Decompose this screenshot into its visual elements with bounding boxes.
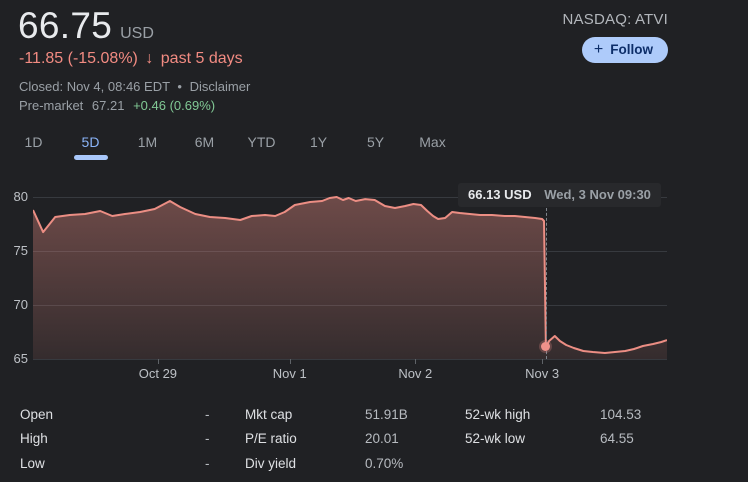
y-axis-label: 65 bbox=[13, 351, 28, 366]
stat-value: - bbox=[205, 455, 210, 471]
current-price: 66.75 bbox=[18, 5, 113, 46]
stat-label: 52-wk low bbox=[465, 431, 526, 447]
y-axis-label: 75 bbox=[13, 243, 28, 258]
tab-label: 1D bbox=[24, 134, 43, 150]
stat-row: Open - bbox=[20, 402, 245, 427]
key-stats-table: Open - High - Low - Mkt cap 51.91B P/E ratio 20.0… bbox=[20, 402, 720, 476]
x-axis-label: Nov 1 bbox=[272, 366, 307, 381]
area-fill bbox=[33, 197, 667, 359]
stat-row: Div yield 0.70% bbox=[245, 451, 465, 476]
follow-button[interactable]: + Follow bbox=[581, 37, 668, 63]
crosshair-dashed-line bbox=[545, 208, 547, 359]
stat-row: Low - bbox=[20, 451, 245, 476]
stat-label: High bbox=[20, 431, 48, 447]
price-change-row: -11.85 (-15.08%) ↓ past 5 days bbox=[19, 50, 243, 68]
active-tab-underline bbox=[73, 155, 108, 160]
time-range-tabs: 1D 5D 1M 6M YTD 1Y 5Y Max bbox=[5, 127, 461, 160]
stat-label: Mkt cap bbox=[245, 406, 293, 422]
stat-row: 52-wk high 104.53 bbox=[465, 402, 720, 427]
follow-button-label: Follow bbox=[610, 42, 653, 57]
stat-label: Open bbox=[20, 406, 54, 422]
tooltip-price: 66.13 USD bbox=[468, 187, 532, 202]
change-period: past 5 days bbox=[160, 50, 243, 67]
tab-5y[interactable]: 5Y bbox=[347, 127, 404, 160]
y-axis-label: 80 bbox=[13, 189, 28, 204]
stat-label: P/E ratio bbox=[245, 431, 297, 447]
stats-column: Open - High - Low - bbox=[20, 402, 245, 476]
x-axis-tick bbox=[157, 359, 159, 364]
tab-label: Max bbox=[419, 134, 446, 150]
exchange-ticker: NASDAQ: ATVI bbox=[562, 11, 668, 28]
stat-row: Mkt cap 51.91B bbox=[245, 402, 465, 427]
stat-label: 52-wk high bbox=[465, 406, 531, 422]
header-right-block: NASDAQ: ATVI + Follow bbox=[563, 11, 668, 63]
stat-value: 20.01 bbox=[365, 431, 399, 447]
tab-label: 1Y bbox=[309, 134, 328, 150]
x-axis-label: Oct 29 bbox=[138, 366, 178, 381]
y-axis-label: 70 bbox=[13, 297, 28, 312]
price-line-plot bbox=[33, 196, 667, 359]
arrow-down-icon: ↓ bbox=[145, 50, 154, 67]
gridline bbox=[33, 359, 667, 360]
tab-6m[interactable]: 6M bbox=[176, 127, 233, 160]
x-axis-tick bbox=[415, 359, 417, 364]
tab-label: YTD bbox=[247, 134, 276, 150]
stat-row: P/E ratio 20.01 bbox=[245, 427, 465, 452]
x-axis-tick bbox=[542, 359, 544, 364]
tab-ytd[interactable]: YTD bbox=[233, 127, 290, 160]
x-axis-label: Nov 3 bbox=[525, 366, 560, 381]
disclaimer-link[interactable]: Disclaimer bbox=[189, 79, 251, 94]
tab-5d[interactable]: 5D bbox=[62, 127, 119, 160]
price-change: -11.85 (-15.08%) bbox=[19, 50, 138, 67]
stat-value: 0.70% bbox=[365, 455, 404, 471]
stat-row: 52-wk low 64.55 bbox=[465, 427, 720, 452]
tab-label: 1M bbox=[137, 134, 158, 150]
stats-column: 52-wk high 104.53 52-wk low 64.55 bbox=[465, 402, 720, 476]
premarket-price: 67.21 bbox=[91, 98, 125, 113]
premarket-change: +0.46 (0.69%) bbox=[133, 98, 216, 113]
tab-max[interactable]: Max bbox=[404, 127, 461, 160]
stat-label: Low bbox=[20, 455, 45, 471]
market-status-row: Closed: Nov 4, 08:46 EDT • Disclaimer bbox=[19, 79, 250, 94]
market-status-text: Closed: Nov 4, 08:46 EDT bbox=[19, 79, 170, 94]
tab-label: 5Y bbox=[366, 134, 385, 150]
stat-value: - bbox=[205, 406, 210, 422]
tab-1y[interactable]: 1Y bbox=[290, 127, 347, 160]
stat-value: 104.53 bbox=[600, 406, 642, 422]
stat-label: Div yield bbox=[245, 455, 297, 471]
tab-label: 6M bbox=[194, 134, 215, 150]
currency-label: USD bbox=[120, 25, 154, 42]
price-line bbox=[33, 196, 667, 354]
chart-area[interactable]: 80 75 70 65 Oct 29 Nov 1 Nov 2 Nov 3 66.13 USD … bbox=[0, 180, 748, 395]
stats-column: Mkt cap 51.91B P/E ratio 20.01 Div yield 0.70… bbox=[245, 402, 465, 476]
x-axis-tick bbox=[289, 359, 291, 364]
chart-tooltip: 66.13 USD Wed, 3 Nov 09:30 bbox=[458, 183, 661, 207]
tab-label: 5D bbox=[81, 134, 100, 150]
stat-value: 51.91B bbox=[365, 406, 408, 422]
stat-row: High - bbox=[20, 427, 245, 452]
stat-value: - bbox=[205, 431, 210, 447]
plus-icon: + bbox=[593, 41, 604, 58]
stat-value: 64.55 bbox=[600, 431, 634, 447]
premarket-label: Pre-market bbox=[19, 98, 84, 113]
tooltip-date: Wed, 3 Nov 09:30 bbox=[544, 187, 651, 202]
separator-dot: • bbox=[177, 79, 182, 94]
tab-1d[interactable]: 1D bbox=[5, 127, 62, 160]
current-price-row: 66.75 USD bbox=[18, 5, 154, 47]
x-axis-label: Nov 2 bbox=[398, 366, 433, 381]
premarket-row: Pre-market 67.21 +0.46 (0.69%) bbox=[19, 98, 215, 113]
selected-point-dot bbox=[541, 342, 551, 352]
tab-1m[interactable]: 1M bbox=[119, 127, 176, 160]
